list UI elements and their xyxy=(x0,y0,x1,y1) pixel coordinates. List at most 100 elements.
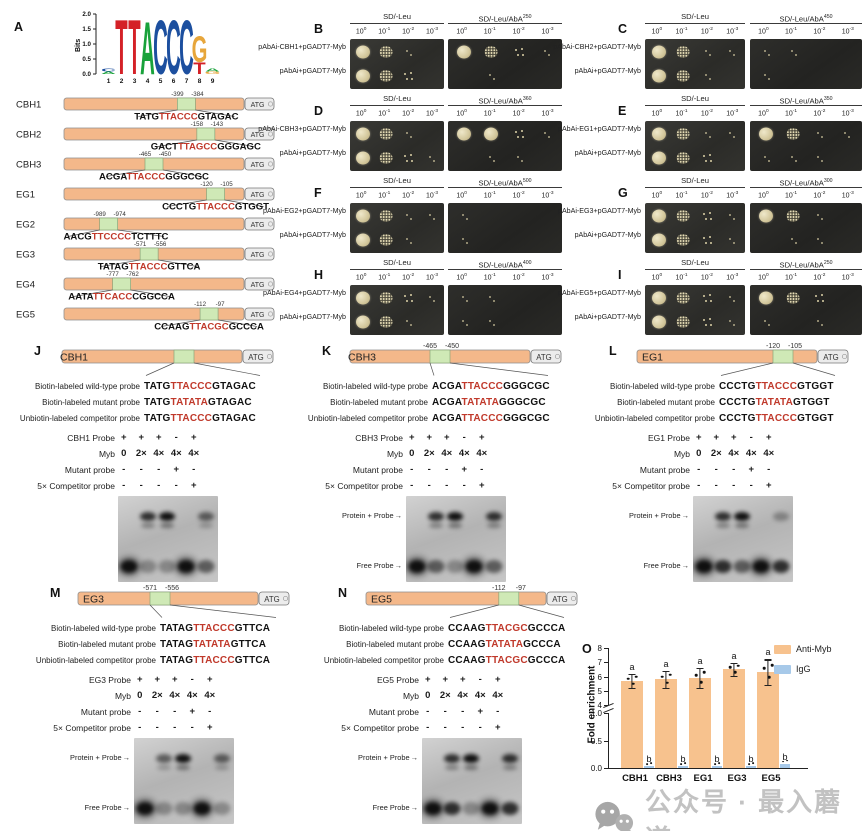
colony-spot xyxy=(759,46,773,58)
svg-text:ATG: ATG xyxy=(251,222,265,229)
dose-table-row: EG3 Probe + + + - + xyxy=(18,672,306,687)
dose-row-label: Myb xyxy=(386,448,403,459)
colony-spot xyxy=(786,234,800,246)
data-point xyxy=(699,680,703,684)
dose-row-label: EG3 Probe xyxy=(88,674,131,685)
dilution-label: 10-3 xyxy=(541,27,554,36)
x-category-label: CBH3 xyxy=(656,773,682,784)
dilution-label: 10-2 xyxy=(700,273,713,282)
dose-value: - xyxy=(427,464,431,475)
probe-label: Biotin-labeled mutant probe xyxy=(58,640,156,649)
dose-value: - xyxy=(173,706,177,717)
svg-text:-777: -777 xyxy=(106,271,119,278)
dose-row-label: Mutant probe xyxy=(368,706,419,717)
svg-text:-556: -556 xyxy=(154,241,167,248)
probe-row: Biotin-labeled wild-type probe CCAAGTTACG… xyxy=(306,623,598,639)
panel-label-i: I xyxy=(618,268,622,282)
dilution-label: 10-1 xyxy=(675,27,688,36)
colony-spot xyxy=(700,152,714,164)
dilution-label: 100 xyxy=(758,191,769,200)
error-cap xyxy=(730,675,738,677)
svg-text:C: C xyxy=(166,6,181,90)
colony-spot xyxy=(724,234,738,246)
colony-spot xyxy=(356,69,371,83)
media-header-sd-leu-aba: SD/-Leu/AbA360 xyxy=(448,94,562,106)
y-tick-label: 7 xyxy=(597,658,602,668)
colony-spot xyxy=(700,210,714,222)
wechat-icon xyxy=(595,801,634,831)
sig-letter-b: b xyxy=(782,751,788,762)
dose-value: + xyxy=(459,674,466,685)
dilution-label: 10-2 xyxy=(512,109,525,118)
dilution-label: 10-2 xyxy=(700,27,713,36)
dose-table-row: 5× Competitor probe - - - - + xyxy=(290,478,576,493)
dilution-label: 10-1 xyxy=(675,191,688,200)
colony-spot xyxy=(457,234,471,246)
panel-label-e: E xyxy=(618,104,627,118)
dose-value: - xyxy=(478,674,482,685)
control-plate xyxy=(350,121,444,171)
promoter-diagram-CBH3: ATG -465 -450 CBH3 xyxy=(348,343,562,376)
svg-text:T: T xyxy=(115,6,127,90)
shifted-band xyxy=(773,512,789,521)
promoter-diagram-CBH1: ATG CBH1 xyxy=(60,349,274,376)
dose-value: - xyxy=(157,464,161,475)
data-point xyxy=(782,760,784,763)
shifted-band-minor xyxy=(716,523,730,528)
colony-spot xyxy=(379,210,393,222)
dose-value: - xyxy=(208,706,212,717)
emsa-gel xyxy=(422,738,522,824)
error-cap xyxy=(696,687,704,690)
svg-text:ATG: ATG xyxy=(251,102,265,109)
colony-spot xyxy=(512,46,526,58)
free-probe-band xyxy=(158,560,176,573)
probe-sequence: TATGTTACCCGTAGAC xyxy=(144,381,256,392)
data-point xyxy=(702,671,706,674)
colony-spot xyxy=(484,152,498,164)
svg-text:-399: -399 xyxy=(171,91,184,98)
y-tick xyxy=(604,768,608,769)
dilution-label: 10-1 xyxy=(784,27,798,36)
free-probe-band xyxy=(193,802,211,815)
svg-text:ATG: ATG xyxy=(264,595,279,604)
shifted-band xyxy=(175,754,191,763)
control-construct-label: pAbAi+pGADT7-Myb xyxy=(574,149,641,157)
dose-value: - xyxy=(443,722,447,733)
colony-spot xyxy=(456,127,471,141)
watermark-text: 公众号 · 最入蘑道 xyxy=(644,787,843,831)
dose-row-label: Mutant probe xyxy=(64,464,115,475)
error-bar xyxy=(665,670,667,688)
control-construct-label: pAbAi+pGADT7-Myb xyxy=(279,149,346,157)
panel-label-n: N xyxy=(338,586,348,600)
error-cap xyxy=(764,659,772,661)
free-probe-band xyxy=(752,560,770,573)
svg-text:-384: -384 xyxy=(191,91,204,98)
y-axis-lower xyxy=(608,713,610,768)
bar-anti-myb xyxy=(621,680,643,768)
control-construct-label: pAbAi+pGADT7-Myb xyxy=(574,67,641,75)
promoter-sequence-CBH3: ACGATTACCCGGGCGC xyxy=(99,172,209,183)
y-tick xyxy=(604,676,608,678)
dose-value: - xyxy=(478,722,482,733)
x-category-label: EG3 xyxy=(727,773,747,784)
dose-value: 4× xyxy=(476,448,488,459)
dose-row-label: 5× Competitor probe xyxy=(612,480,690,491)
free-probe-band xyxy=(136,802,154,815)
dilution-labels: 100 10-1 10-2 10-3 xyxy=(350,25,444,35)
dilution-labels: 100 10-1 10-2 10-3 xyxy=(645,107,745,117)
dose-value: 4× xyxy=(441,448,453,459)
probe-row: Biotin-labeled mutant probe TATAGTATATAGT… xyxy=(18,639,306,655)
dilution-label: 10-3 xyxy=(726,191,739,200)
free-probe-label: Free Probe xyxy=(579,561,689,570)
svg-text:EG3: EG3 xyxy=(83,594,104,606)
x-category-label: EG5 xyxy=(761,773,781,784)
svg-text:9: 9 xyxy=(211,78,215,85)
colony-spot xyxy=(724,292,738,304)
dilution-label: 10-3 xyxy=(726,273,739,282)
selection-plate xyxy=(750,39,862,89)
colony-spot xyxy=(456,45,471,59)
svg-text:ATG: ATG xyxy=(536,353,551,362)
dilution-labels: 100 10-1 10-2 10-3 xyxy=(750,271,862,281)
colony-spot xyxy=(652,291,666,305)
dilution-labels: 100 10-1 10-2 10-3 xyxy=(750,189,862,199)
